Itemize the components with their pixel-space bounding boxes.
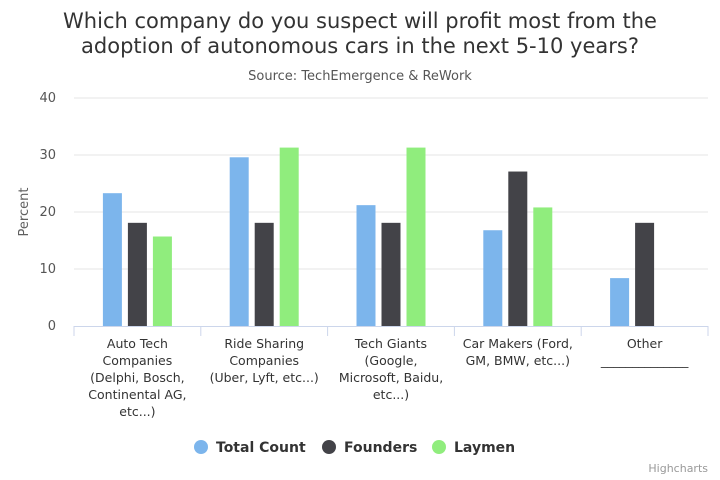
legend-symbol: [322, 440, 336, 454]
bar-founders[interactable]: [508, 171, 528, 326]
bar-founders[interactable]: [381, 222, 401, 326]
chart-title-line: adoption of autonomous cars in the next …: [81, 34, 639, 58]
bar-total-count[interactable]: [102, 193, 122, 326]
y-axis-ticks: 0 10 20 30 40: [39, 91, 56, 334]
y-tick-label: 30: [39, 148, 56, 163]
bar-founders[interactable]: [127, 222, 147, 326]
x-tick-label: Tech Giants (Google, Microsoft, Baidu, etc.…: [339, 336, 443, 402]
y-tick-label: 20: [39, 205, 56, 220]
y-tick-label: 0: [48, 319, 56, 334]
bar-founders[interactable]: [254, 222, 274, 326]
x-tick-label: Other ______________: [600, 336, 689, 368]
y-tick-label: 40: [39, 91, 56, 106]
bar-laymen[interactable]: [533, 207, 553, 326]
bar-total-count[interactable]: [229, 157, 249, 326]
bars: [102, 147, 655, 326]
y-axis-label: Percent: [17, 188, 32, 237]
legend-label: Laymen: [454, 440, 515, 456]
bar-total-count[interactable]: [483, 230, 503, 326]
legend-symbol: [194, 440, 208, 454]
bar-laymen[interactable]: [279, 147, 299, 326]
x-tick-label: Ride Sharing Companies (Uber, Lyft, etc...…: [210, 336, 319, 385]
chart-subtitle: Source: TechEmergence & ReWork: [248, 69, 472, 84]
legend-item-laymen[interactable]: Laymen: [432, 440, 515, 456]
bar-founders[interactable]: [635, 222, 655, 326]
bar-total-count[interactable]: [610, 278, 630, 326]
x-tick-label: Auto Tech Companies (Delphi, Bosch, Contine…: [88, 336, 186, 419]
legend-symbol: [432, 440, 446, 454]
chart-title-line: Which company do you suspect will profit…: [63, 9, 657, 33]
legend-item-total-count[interactable]: Total Count: [194, 440, 306, 456]
x-tick-label: Car Makers (Ford, GM, BMW, etc...): [463, 336, 573, 368]
chart-title: Which company do you suspect will profit…: [63, 9, 657, 58]
y-tick-label: 10: [39, 262, 56, 277]
legend-label: Founders: [344, 440, 417, 456]
legend-label: Total Count: [216, 440, 306, 456]
bar-laymen[interactable]: [152, 236, 172, 326]
credits-link[interactable]: Highcharts: [648, 462, 708, 475]
bar-total-count[interactable]: [356, 205, 376, 326]
legend-item-founders[interactable]: Founders: [322, 440, 417, 456]
legend: Total Count Founders Laymen: [194, 440, 515, 456]
bar-laymen[interactable]: [406, 147, 426, 326]
x-axis-categories: Auto Tech Companies (Delphi, Bosch, Contine…: [88, 336, 689, 419]
x-axis: [73, 326, 709, 336]
